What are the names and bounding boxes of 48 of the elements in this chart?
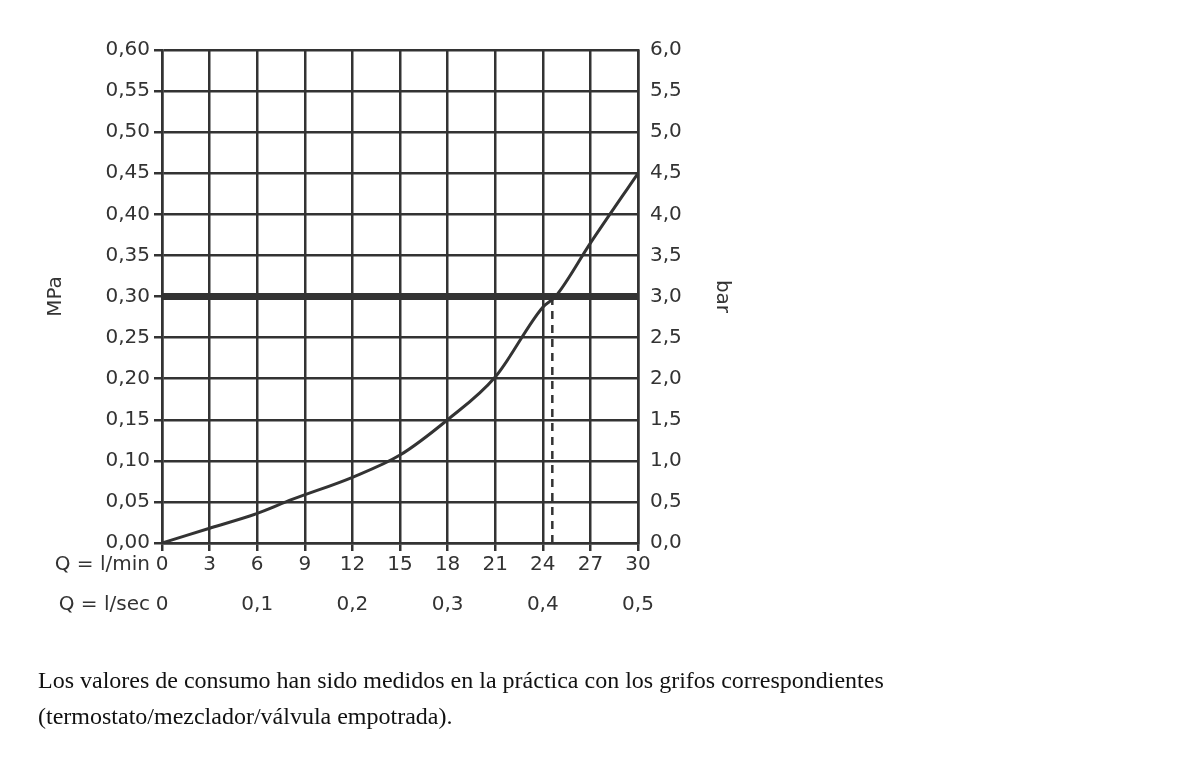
y2-tick-label: 2,0 <box>650 364 682 389</box>
y-tick-label: 0,40 <box>105 200 150 225</box>
y2-tick-label: 0,5 <box>650 488 682 513</box>
x2-axis-title: Q = l/sec <box>58 591 150 616</box>
y-tick-label: 0,45 <box>105 159 150 184</box>
x-tick-label: 30 <box>625 551 651 576</box>
y2-tick-label: 5,5 <box>650 77 682 102</box>
y2-tick-label: 0,0 <box>650 529 682 554</box>
x-tick-label: 18 <box>434 551 461 576</box>
y-tick-label: 0,30 <box>105 282 150 307</box>
y2-tick-label: 1,5 <box>650 405 682 430</box>
y2-tick-label: 5,0 <box>650 118 682 143</box>
y-tick-label: 0,50 <box>105 118 150 143</box>
y-tick-label: 0,55 <box>105 77 150 102</box>
x-tick-label: 12 <box>339 551 366 576</box>
y2-tick-label: 4,5 <box>650 159 682 184</box>
x2-tick-label: 0,4 <box>526 591 559 616</box>
y2-tick-label: 3,0 <box>650 282 682 307</box>
x-tick-label: 21 <box>482 551 508 576</box>
text: Los valores de consumo han sido medidos en la práctica con los grifos correspondientes (termostato/mezclador/válvula empotrada). <box>38 666 885 731</box>
x2-tick-label: 0,1 <box>241 591 274 616</box>
y-tick-label: 0,60 <box>105 36 150 61</box>
x2-tick-label: 0 <box>155 591 169 616</box>
x2-tick-label: 0,3 <box>431 591 464 616</box>
y-tick-label: 0,10 <box>105 447 150 472</box>
y2-tick-label: 4,0 <box>650 200 682 225</box>
x-axis-title: Q = l/min <box>54 551 150 576</box>
x2-tick-label: 0,5 <box>622 591 654 616</box>
x-tick-label: 9 <box>298 551 312 576</box>
y2-tick-label: 2,5 <box>650 323 682 348</box>
y-tick-label: 0,15 <box>105 405 150 430</box>
x-tick-label: 27 <box>577 551 604 576</box>
y-tick-label: 0,25 <box>105 323 150 348</box>
y2-tick-label: 6,0 <box>650 36 682 61</box>
y-tick-label: 0,20 <box>105 364 150 389</box>
x-tick-label: 0 <box>155 551 169 576</box>
x-tick-label: 24 <box>530 551 556 576</box>
x-tick-label: 15 <box>387 551 413 576</box>
y2-axis-title: bar <box>711 279 736 314</box>
y-axis-title: MPa <box>42 276 67 317</box>
x-tick-label: 3 <box>203 551 216 576</box>
x-tick-label: 6 <box>250 551 264 576</box>
y-tick-label: 0,05 <box>105 488 150 513</box>
y-tick-label: 0,00 <box>105 529 150 554</box>
y-tick-label: 0,35 <box>105 241 150 266</box>
x2-tick-label: 0,2 <box>336 591 369 616</box>
y2-tick-label: 1,0 <box>650 447 682 472</box>
y2-tick-label: 3,5 <box>650 241 682 266</box>
